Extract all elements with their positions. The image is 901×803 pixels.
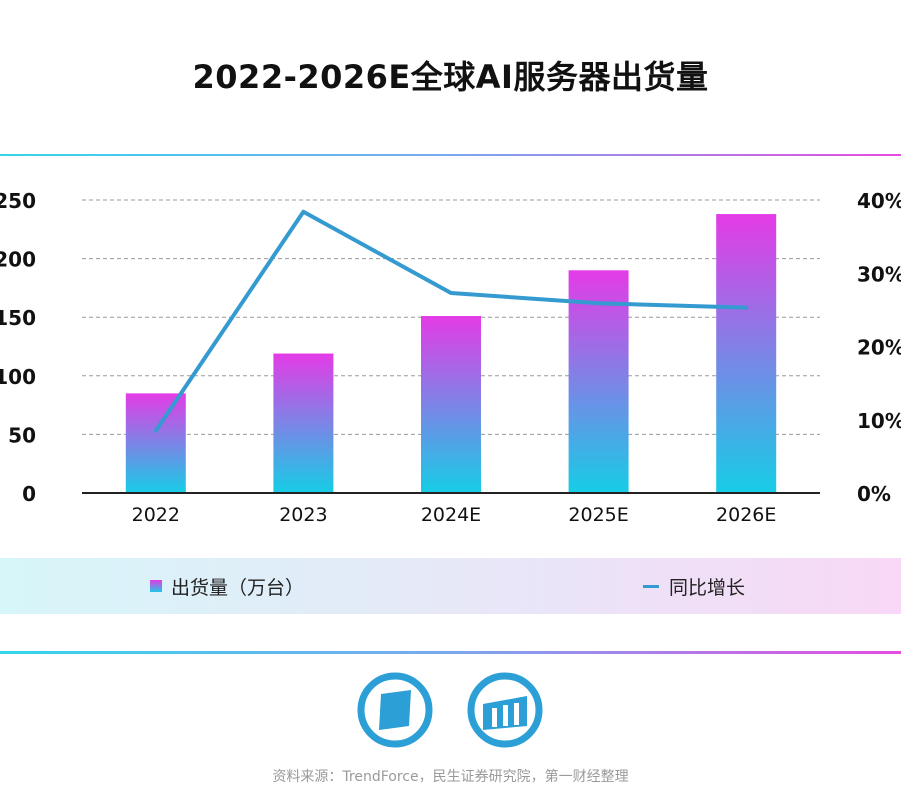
- y-right-tick-label: 10%: [857, 409, 901, 433]
- y-left-tick-label: 200: [0, 248, 36, 272]
- y-right-tick-label: 40%: [857, 189, 901, 213]
- legend-label-shipments: 出货量（万台）: [171, 576, 305, 599]
- bar: [421, 316, 481, 493]
- legend-item-yoy: 同比增长: [643, 558, 745, 614]
- tick-labels: 0 50 100 150 200 250 0% 10% 20% 30% 40% 2022 2023 202…: [0, 189, 901, 526]
- parallelogram-logo-icon: [357, 672, 433, 748]
- bar-columns-logo-icon: [467, 672, 543, 748]
- line-series: [153, 209, 749, 433]
- y-left-tick-label: 50: [8, 423, 36, 447]
- legend-item-shipments: 出货量（万台）: [150, 558, 304, 614]
- bar-series: [125, 214, 777, 493]
- source-note: 资料来源：TrendForce，民生证券研究院，第一财经整理: [272, 769, 629, 785]
- x-tick-label: 2024E: [421, 504, 481, 526]
- chart: 0 50 100 150 200 250 0% 10% 20% 30% 40% 2022 2023 202…: [0, 189, 901, 526]
- bottom-divider: [0, 651, 901, 654]
- y-left-tick-label: 100: [0, 365, 36, 389]
- bar: [125, 393, 186, 493]
- gridlines: [82, 199, 820, 435]
- bar: [273, 353, 334, 493]
- y-left-tick-label: 250: [0, 189, 36, 213]
- y-right-tick-label: 30%: [857, 262, 901, 286]
- logos: [357, 672, 543, 748]
- y-right-tick-label: 0%: [857, 482, 891, 506]
- legend-swatch-bar: [150, 580, 162, 592]
- top-divider: [0, 154, 901, 156]
- x-tick-label: 2026E: [716, 504, 776, 526]
- bar: [568, 270, 629, 493]
- bar: [716, 214, 777, 493]
- y-left-tick-label: 0: [22, 482, 36, 506]
- legend-label-yoy: 同比增长: [669, 576, 746, 599]
- x-tick-label: 2025E: [568, 504, 628, 526]
- chart-title: 2022-2026E全球AI服务器出货量: [192, 58, 709, 96]
- x-tick-label: 2022: [132, 504, 180, 526]
- y-right-tick-label: 20%: [857, 336, 901, 360]
- x-tick-label: 2023: [279, 504, 327, 526]
- y-left-tick-label: 150: [0, 306, 36, 330]
- legend: 出货量（万台） 同比增长: [0, 558, 901, 614]
- legend-swatch-line: [643, 584, 659, 588]
